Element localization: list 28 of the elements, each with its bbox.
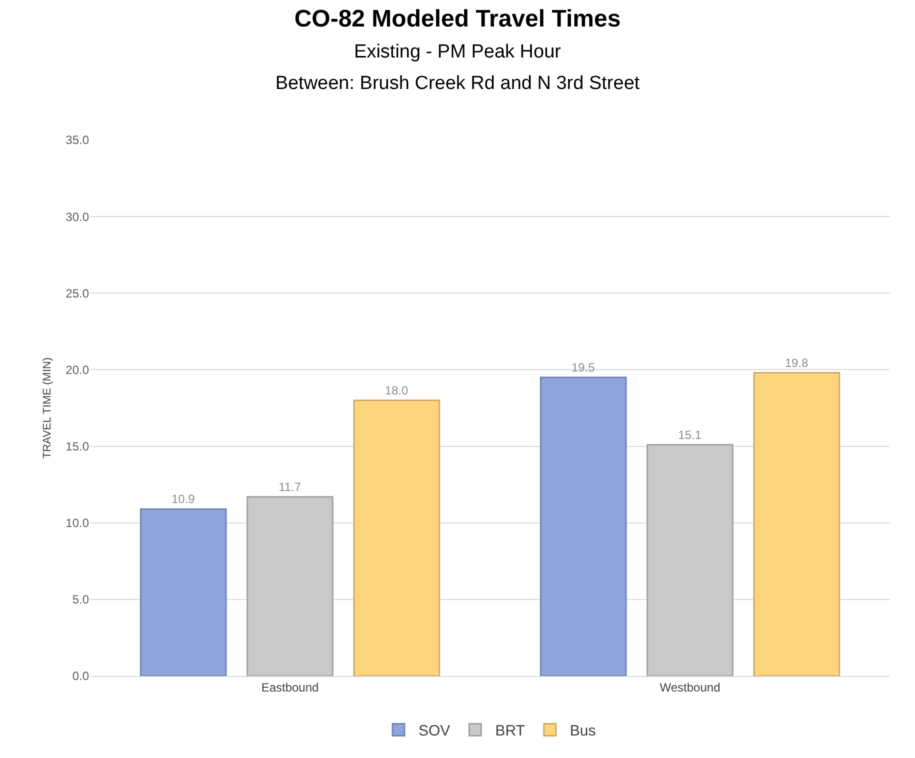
bar — [646, 444, 734, 676]
legend-label: BRT — [495, 722, 525, 740]
data-label: 19.8 — [784, 356, 809, 370]
y-tick-label: 5.0 — [72, 592, 90, 607]
bar — [753, 372, 840, 676]
y-tick-label: 20.0 — [66, 362, 90, 377]
data-label: 19.5 — [571, 360, 596, 374]
data-label: 10.9 — [171, 492, 196, 506]
data-label: 11.7 — [278, 480, 302, 494]
y-tick-label: 30.0 — [66, 210, 90, 224]
x-tick-label: Westbound — [660, 680, 720, 694]
bar — [140, 508, 227, 676]
chart-subtitle: Existing - PM Peak Hour Between: Brush Creek Rd and N 3rd Street — [275, 42, 640, 94]
y-tick-label: 10.0 — [66, 516, 90, 530]
y-tick-label: 0.0 — [72, 669, 90, 684]
legend-label: Bus — [570, 722, 596, 740]
legend-label: SOV — [418, 722, 450, 740]
data-label: 15.1 — [678, 428, 702, 442]
y-tick-label: 35.0 — [66, 133, 90, 148]
y-tick-label: 25.0 — [66, 286, 90, 300]
bar — [353, 400, 440, 676]
bar — [246, 496, 334, 676]
x-tick-label: Eastbound — [261, 680, 319, 694]
y-tick-label: 15.0 — [66, 439, 90, 454]
bar — [540, 376, 627, 676]
y-axis-title: TRAVEL TIME (MIN) — [41, 357, 54, 459]
data-label: 18.0 — [384, 383, 409, 398]
chart-title: CO-82 Modeled Travel Times — [294, 6, 621, 33]
